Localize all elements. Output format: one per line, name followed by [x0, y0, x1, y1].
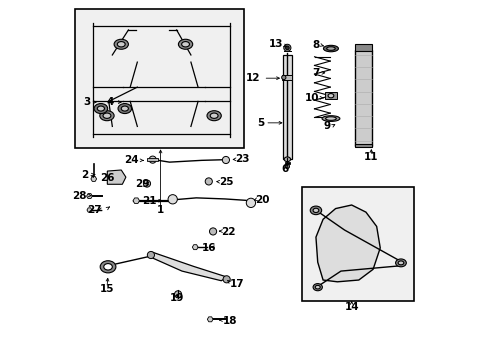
- Ellipse shape: [284, 157, 290, 162]
- Ellipse shape: [312, 208, 318, 212]
- Ellipse shape: [210, 113, 218, 118]
- Bar: [354, 50, 372, 146]
- Polygon shape: [133, 198, 139, 203]
- Polygon shape: [315, 205, 380, 282]
- Circle shape: [205, 178, 212, 185]
- Text: 3: 3: [83, 97, 90, 107]
- Text: 28: 28: [72, 191, 86, 201]
- Text: 8: 8: [312, 40, 319, 50]
- Ellipse shape: [312, 284, 322, 291]
- Text: 9: 9: [323, 121, 329, 131]
- Polygon shape: [86, 194, 92, 199]
- Text: 25: 25: [219, 177, 234, 187]
- Bar: [147, 158, 158, 161]
- Polygon shape: [107, 170, 125, 184]
- Polygon shape: [91, 176, 97, 181]
- Circle shape: [149, 156, 156, 163]
- Ellipse shape: [322, 116, 339, 121]
- Text: 7: 7: [311, 68, 319, 78]
- Text: 4: 4: [106, 97, 114, 107]
- Bar: [325, 92, 336, 99]
- Text: 26: 26: [100, 173, 114, 183]
- Text: 5: 5: [256, 118, 264, 128]
- Ellipse shape: [395, 259, 406, 267]
- Text: 23: 23: [235, 154, 249, 163]
- Polygon shape: [192, 245, 198, 249]
- Circle shape: [223, 276, 230, 283]
- Ellipse shape: [315, 285, 320, 289]
- Polygon shape: [207, 317, 213, 322]
- Circle shape: [281, 75, 285, 80]
- Bar: [354, 44, 372, 51]
- Circle shape: [174, 291, 181, 298]
- Text: 21: 21: [142, 197, 157, 206]
- Ellipse shape: [114, 39, 128, 49]
- Circle shape: [168, 195, 177, 204]
- Ellipse shape: [323, 45, 338, 52]
- Polygon shape: [87, 208, 92, 212]
- Ellipse shape: [327, 94, 333, 98]
- Ellipse shape: [100, 111, 114, 121]
- Text: 10: 10: [305, 93, 319, 103]
- Text: 2: 2: [81, 170, 88, 180]
- Text: 15: 15: [100, 284, 114, 294]
- Text: 24: 24: [124, 156, 139, 165]
- Ellipse shape: [325, 117, 336, 120]
- Circle shape: [285, 164, 289, 168]
- Ellipse shape: [397, 261, 403, 265]
- Ellipse shape: [206, 111, 221, 121]
- Ellipse shape: [117, 41, 125, 47]
- Polygon shape: [149, 252, 227, 281]
- Ellipse shape: [97, 106, 104, 111]
- Text: 14: 14: [344, 302, 358, 312]
- Text: 6: 6: [281, 164, 288, 174]
- Text: 16: 16: [201, 243, 216, 253]
- Ellipse shape: [309, 206, 321, 215]
- Ellipse shape: [100, 261, 116, 273]
- Circle shape: [285, 46, 288, 50]
- Bar: [301, 187, 413, 301]
- Circle shape: [209, 228, 216, 235]
- Ellipse shape: [181, 41, 189, 47]
- Text: 20: 20: [255, 195, 269, 204]
- Ellipse shape: [326, 47, 335, 50]
- Text: 22: 22: [221, 227, 235, 237]
- Text: 1: 1: [157, 205, 164, 215]
- Ellipse shape: [178, 39, 192, 49]
- Text: 29: 29: [135, 179, 149, 189]
- Circle shape: [147, 251, 154, 258]
- Text: 13: 13: [269, 39, 283, 49]
- Ellipse shape: [121, 106, 128, 111]
- Text: 27: 27: [87, 205, 102, 215]
- Ellipse shape: [103, 113, 111, 118]
- Text: 19: 19: [169, 293, 183, 303]
- Circle shape: [143, 180, 150, 187]
- Bar: [354, 144, 372, 147]
- Bar: [283, 55, 291, 158]
- Text: 11: 11: [364, 152, 378, 162]
- Bar: [75, 9, 244, 148]
- Circle shape: [222, 157, 229, 163]
- Text: 18: 18: [223, 316, 237, 326]
- Bar: [282, 75, 292, 80]
- Text: 12: 12: [245, 73, 260, 83]
- Text: 17: 17: [230, 279, 244, 289]
- Ellipse shape: [94, 104, 107, 113]
- Circle shape: [246, 198, 255, 207]
- Ellipse shape: [103, 264, 112, 270]
- Circle shape: [283, 44, 290, 51]
- Ellipse shape: [118, 104, 131, 113]
